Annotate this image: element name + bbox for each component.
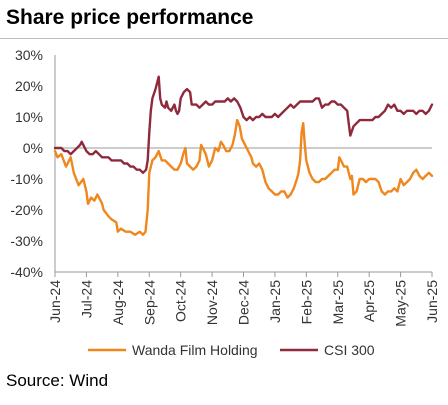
y-tick-label: -30% <box>10 233 43 249</box>
y-axis-ticks: 30% 20% 10% 0% -10% -20% -30% -40% <box>10 47 43 280</box>
legend-label: CSI 300 <box>324 342 375 358</box>
legend: Wanda Film Holding CSI 300 <box>88 342 375 358</box>
x-tick-label: Nov-24 <box>204 280 220 325</box>
x-tick-label: Feb-25 <box>298 280 314 325</box>
x-tick-label: Apr-25 <box>361 280 377 322</box>
page-title: Share price performance <box>6 6 254 29</box>
x-tick-label: May-25 <box>393 280 409 327</box>
y-tick-label: 0% <box>23 140 43 156</box>
title-divider <box>0 38 448 39</box>
x-tick-label: Aug-24 <box>110 280 126 325</box>
share-price-chart: 30% 20% 10% 0% -10% -20% -30% -40% Jun-24 Jul-24… <box>10 47 440 358</box>
x-tick-label: Jul-24 <box>78 280 94 318</box>
series-line-csi-300 <box>53 75 434 174</box>
x-tick-label: Mar-25 <box>330 280 346 325</box>
y-tick-label: 10% <box>15 109 43 125</box>
axes <box>54 55 432 273</box>
x-tick-label: Jun-24 <box>47 280 63 323</box>
x-tick-label: Dec-24 <box>236 280 252 325</box>
legend-label: Wanda Film Holding <box>132 342 258 358</box>
y-tick-label: 20% <box>15 78 43 94</box>
x-axis-ticks: Jun-24 Jul-24 Aug-24 Sep-24 Oct-24 Nov-24 Dec-… <box>47 272 440 327</box>
y-tick-label: -40% <box>10 264 43 280</box>
y-tick-label: -10% <box>10 171 43 187</box>
x-tick-label: Oct-24 <box>173 280 189 322</box>
y-tick-label: 30% <box>15 47 43 63</box>
x-tick-label: Sep-24 <box>141 280 157 325</box>
source-note: Source: Wind <box>6 371 109 390</box>
x-tick-label: Jan-25 <box>267 280 283 323</box>
series-line-wanda-film <box>53 118 434 236</box>
series-lines <box>53 75 434 236</box>
x-tick-label: Jun-25 <box>424 280 440 323</box>
y-tick-label: -20% <box>10 202 43 218</box>
